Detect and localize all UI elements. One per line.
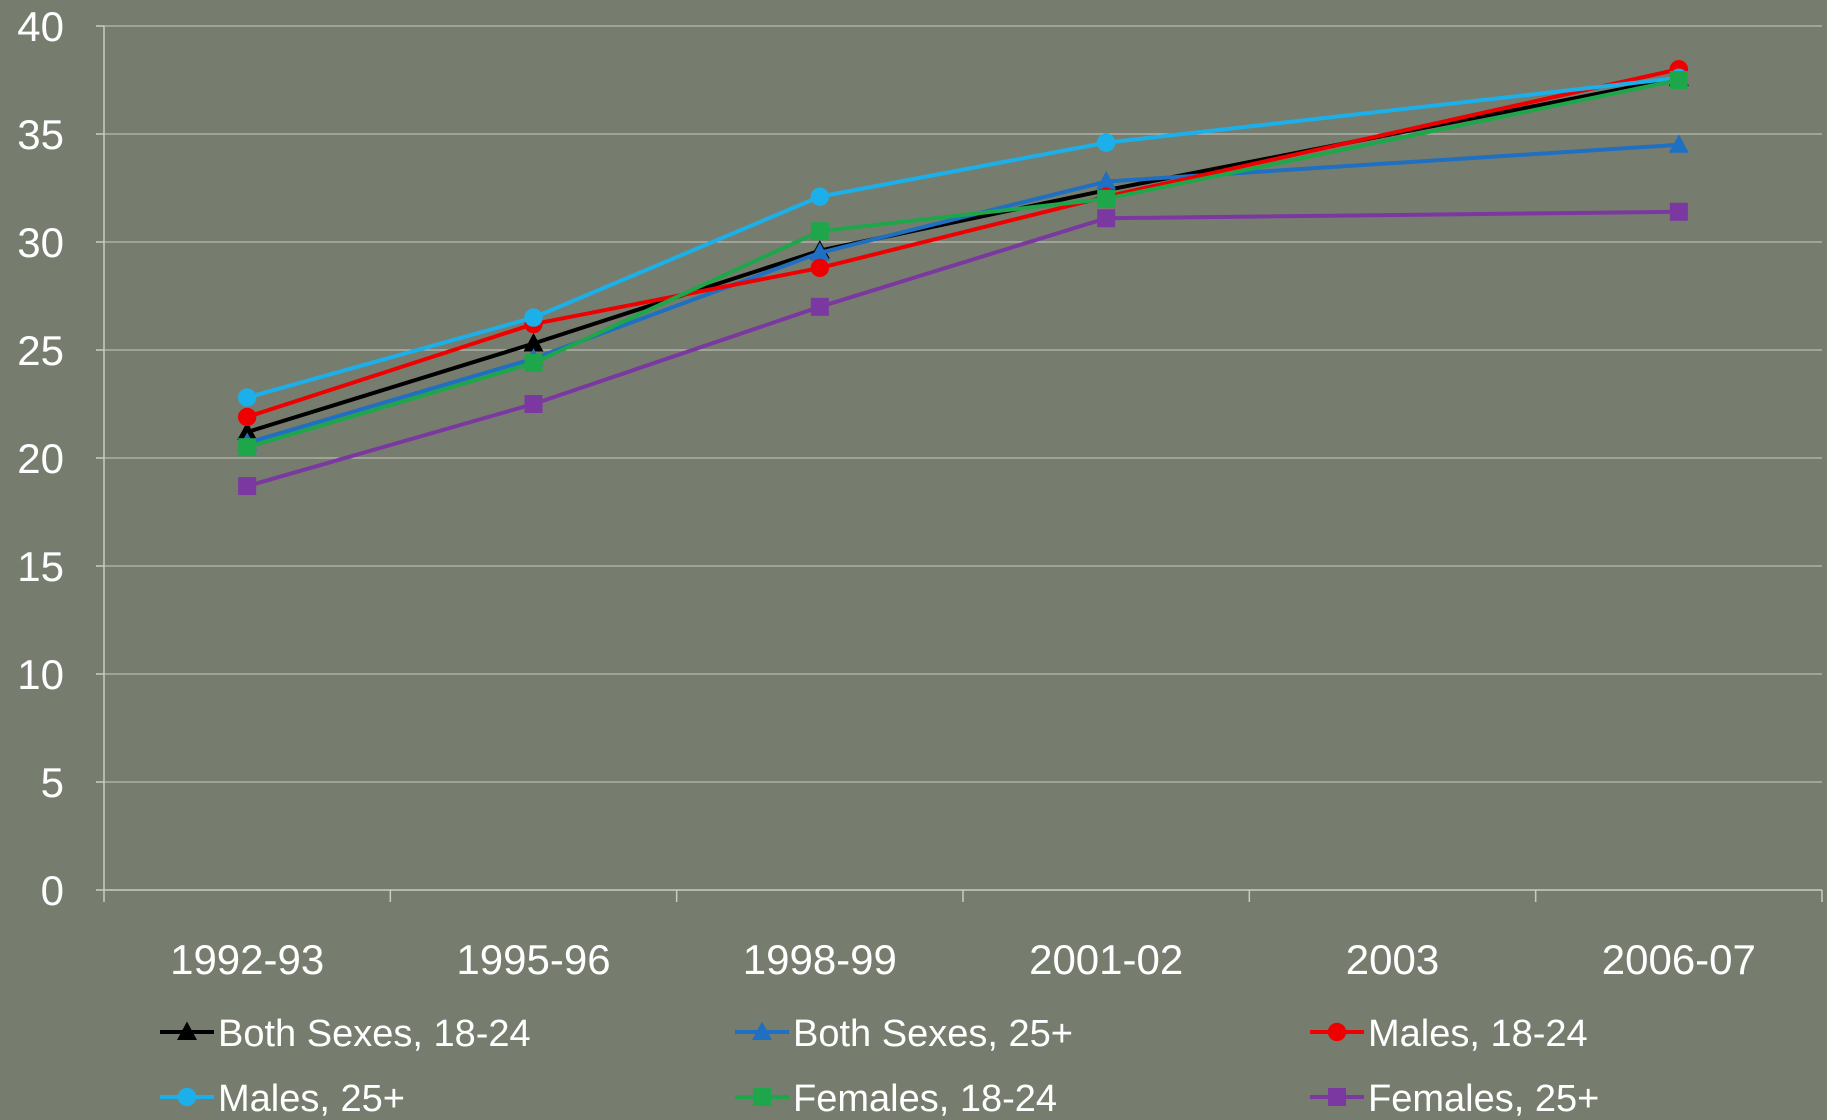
data-point	[237, 388, 257, 407]
data-point	[237, 421, 258, 441]
data-point	[810, 258, 830, 278]
y-tick-label: 5	[41, 759, 64, 806]
axes	[96, 25, 1823, 902]
legend-label: Males, 18-24	[1368, 1013, 1588, 1055]
data-point	[238, 477, 257, 496]
x-tick-label: 1992-93	[170, 936, 324, 983]
data-point	[752, 1021, 772, 1040]
legend-item: Both Sexes, 18-24	[160, 1013, 531, 1055]
legend-label: Both Sexes, 18-24	[218, 1013, 531, 1055]
data-point	[523, 333, 544, 352]
x-tick-label: 2006-07	[1602, 936, 1756, 983]
data-point	[238, 438, 257, 457]
legend-item: Males, 25+	[160, 1078, 405, 1120]
data-point	[809, 242, 830, 261]
y-tick-labels: 0 5 10 15 20 25 30 35 40	[17, 3, 64, 914]
data-point	[1668, 134, 1689, 153]
data-point	[177, 1021, 197, 1040]
data-point	[237, 407, 257, 427]
data-point	[753, 1088, 771, 1106]
legend-item: Females, 25+	[1310, 1078, 1599, 1120]
y-tick-label: 20	[17, 435, 64, 482]
x-tick-label: 2001-02	[1029, 936, 1183, 983]
y-tick-label: 30	[17, 219, 64, 266]
y-tick-label: 25	[17, 327, 64, 374]
legend-label: Both Sexes, 25+	[793, 1013, 1073, 1055]
legend-label: Females, 25+	[1368, 1078, 1599, 1120]
series-males-18-24	[237, 59, 1689, 427]
data-point	[810, 297, 829, 316]
y-tick-label: 0	[41, 867, 64, 914]
data-point	[1097, 189, 1116, 208]
series-males-25	[237, 68, 1689, 407]
legend-label: Males, 25+	[218, 1078, 405, 1120]
data-point	[1669, 71, 1688, 89]
legend-item: Males, 18-24	[1310, 1013, 1588, 1055]
series-females-18-24	[238, 71, 1688, 457]
legend-item: Females, 18-24	[735, 1078, 1057, 1120]
y-tick-label: 15	[17, 543, 64, 590]
legend-item: Both Sexes, 25+	[735, 1013, 1073, 1055]
x-tick-label: 1998-99	[743, 936, 897, 983]
y-tick-label: 40	[17, 3, 64, 50]
gridlines	[104, 25, 1822, 783]
series-females-25	[238, 202, 1688, 496]
data-point	[524, 395, 543, 413]
data-point	[1328, 1088, 1346, 1106]
series-both-sexes-25	[237, 134, 1689, 451]
data-point	[1096, 133, 1116, 152]
data-point	[1097, 209, 1116, 228]
legend: Both Sexes, 18-24 Both Sexes, 25+ Males, 1…	[160, 1013, 1599, 1120]
data-point	[1669, 202, 1688, 221]
data-point	[177, 1087, 197, 1107]
x-tick-labels: 1992-93 1995-96 1998-99 2001-02 2003 2006-07	[170, 936, 1756, 983]
data-point	[810, 222, 829, 241]
data-point	[1096, 171, 1117, 190]
x-tick-label: 1995-96	[456, 936, 610, 983]
data-point	[810, 187, 830, 206]
y-tick-label: 10	[17, 651, 64, 698]
y-tick-label: 35	[17, 111, 64, 158]
data-point	[1327, 1022, 1347, 1042]
series-line	[246, 142, 1679, 445]
series-group	[237, 59, 1689, 496]
data-point	[524, 353, 543, 372]
x-tick-label: 2003	[1346, 936, 1439, 983]
data-point	[524, 308, 543, 327]
legend-label: Females, 18-24	[793, 1078, 1057, 1120]
